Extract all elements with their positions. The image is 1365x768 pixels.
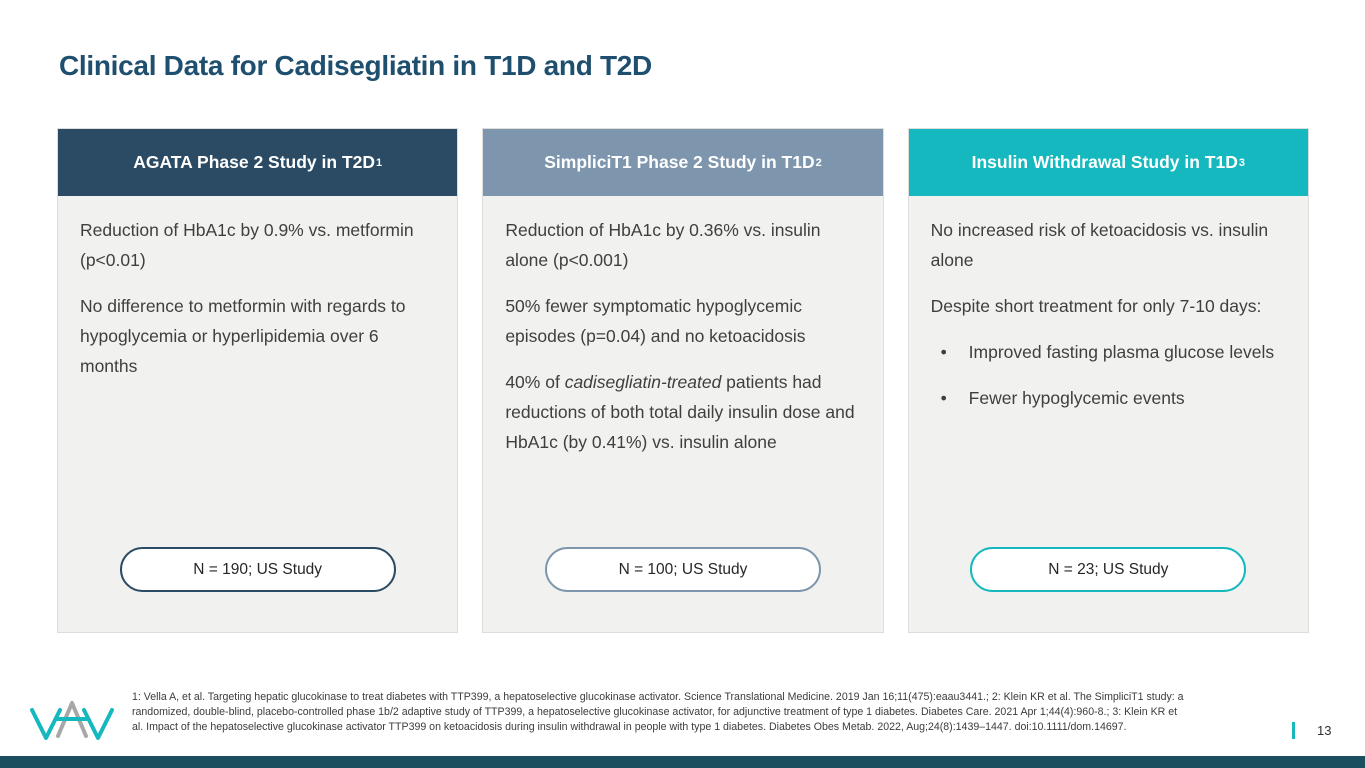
study-card-badge-wrap: N = 23; US Study: [909, 547, 1308, 632]
card-paragraph: Despite short treatment for only 7-10 da…: [930, 296, 1262, 316]
study-n-badge: N = 100; US Study: [544, 547, 821, 592]
card-bullet-item: • Improved fasting plasma glucose levels: [931, 337, 1286, 367]
study-card-header-superscript: 1: [376, 156, 383, 169]
study-card-header: Insulin Withdrawal Study in T1D 3: [908, 129, 1308, 196]
study-card-header: SimpliciT1 Phase 2 Study in T1D 2: [483, 129, 883, 196]
bullet-icon: •: [940, 388, 947, 408]
study-card-badge-wrap: N = 190; US Study: [58, 547, 457, 632]
vtv-logo-icon: [28, 692, 116, 755]
card-paragraph: Reduction of HbA1c by 0.36% vs. insulin …: [505, 220, 821, 270]
study-n-badge: N = 190; US Study: [119, 547, 396, 592]
card-bullet-item: • Fewer hypoglycemic events: [931, 383, 1286, 413]
study-card-header-label: SimpliciT1 Phase 2 Study in T1D: [544, 152, 815, 172]
study-card-badge-wrap: N = 100; US Study: [483, 547, 882, 632]
study-card-header-label: Insulin Withdrawal Study in T1D: [971, 152, 1238, 172]
page-marker: 13: [1292, 722, 1331, 739]
study-card-header: AGATA Phase 2 Study in T2D 1: [58, 129, 458, 196]
study-card-body: Reduction of HbA1c by 0.36% vs. insulin …: [483, 196, 882, 473]
page-number: 13: [1317, 723, 1332, 738]
study-card-body: Reduction of HbA1c by 0.9% vs. metformin…: [58, 196, 457, 397]
references-footnote: 1: Vella A, et al. Targeting hepatic glu…: [132, 691, 1184, 733]
study-card-simplicit1-t1d: SimpliciT1 Phase 2 Study in T1D 2 Reducti…: [482, 128, 884, 633]
study-card-agata-t2d: AGATA Phase 2 Study in T2D 1 Reduction of…: [57, 128, 459, 633]
page-title: Clinical Data for Cadisegliatin in T1D a…: [59, 50, 652, 81]
card-paragraph: 50% fewer symptomatic hypoglycemic episo…: [505, 296, 806, 346]
study-card-header-superscript: 2: [815, 156, 822, 169]
bullet-icon: •: [940, 342, 947, 362]
bottom-accent-bar: [0, 756, 1365, 768]
study-card-header-label: AGATA Phase 2 Study in T2D: [133, 152, 375, 172]
page-accent-bar: [1292, 722, 1295, 739]
card-paragraph: 40% of cadisegliatin-treated patients ha…: [505, 372, 855, 452]
study-card-insulin-withdrawal-t1d: Insulin Withdrawal Study in T1D 3 No incr…: [907, 128, 1309, 633]
study-n-badge: N = 23; US Study: [970, 547, 1247, 592]
card-paragraph: No difference to metformin with regards …: [80, 296, 406, 376]
card-paragraph: No increased risk of ketoacidosis vs. in…: [930, 220, 1269, 270]
study-card-body: No increased risk of ketoacidosis vs. in…: [909, 196, 1308, 429]
bullet-text: Fewer hypoglycemic events: [968, 388, 1185, 408]
cards-row: AGATA Phase 2 Study in T2D 1 Reduction of…: [57, 128, 1309, 633]
card-paragraph: Reduction of HbA1c by 0.9% vs. metformin…: [80, 220, 414, 270]
bullet-text: Improved fasting plasma glucose levels: [968, 342, 1275, 362]
study-card-header-superscript: 3: [1238, 156, 1245, 169]
